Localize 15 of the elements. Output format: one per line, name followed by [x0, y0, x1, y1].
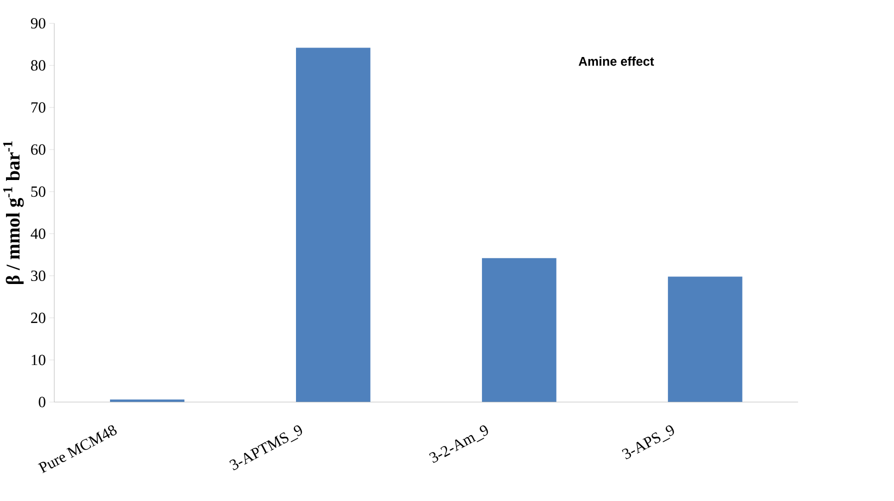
bar — [482, 258, 556, 402]
y-tick-label: 90 — [30, 18, 46, 28]
y-axis-title: β / mmol g$^{-1}$ bar$^{-1}$ — [3, 141, 24, 284]
annotation: Amine effect — [578, 56, 654, 66]
y-tick-label: 70 — [31, 102, 46, 113]
bar — [668, 276, 742, 402]
y-tick-label: 50 — [31, 186, 46, 197]
y-tick-label: 0 — [38, 396, 46, 408]
y-tick-label: 80 — [31, 60, 46, 71]
y-tick-label: 60 — [31, 144, 46, 155]
y-tick-label: 40 — [30, 228, 46, 239]
y-tick-label: 20 — [31, 312, 46, 324]
y-tick-label: 30 — [31, 270, 46, 281]
y-tick-label: 10 — [32, 354, 46, 366]
bar — [296, 48, 370, 402]
